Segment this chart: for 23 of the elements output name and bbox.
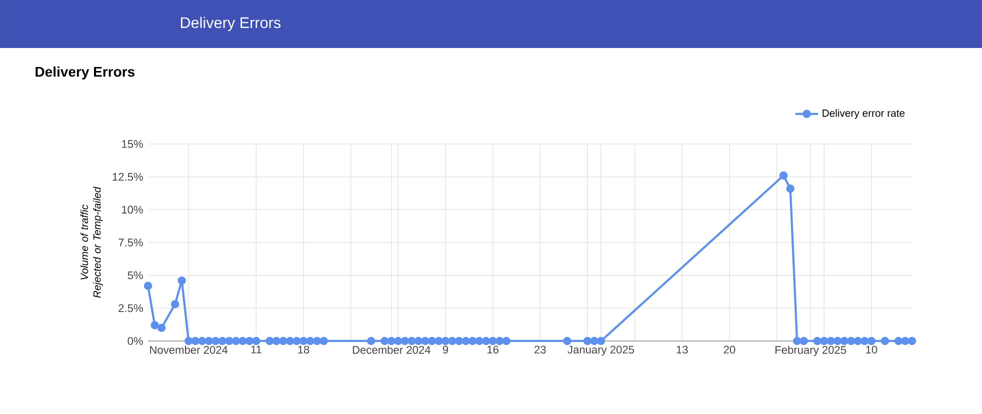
x-tick-label: 18 [298,346,310,354]
y-axis-title: Volume of traffic Rejected or Temp-failed [80,186,103,298]
x-tick-label: February 2025 [775,346,846,356]
x-tick-label: 9 [442,346,448,354]
y-tick-label: 10% [122,206,143,214]
x-tick-label: December 2024 [352,346,430,354]
x-tick-label: 13 [676,346,688,354]
x-tick-label: January 2025 [568,346,634,356]
x-tick-label: 16 [488,346,498,354]
chart-title: Delivery Errors [36,66,135,80]
y-tick-label: 7.5% [118,238,143,246]
y-tick-label: 0% [128,337,143,345]
y-tick-label: 5% [128,271,143,280]
y-tick-label: 2.5% [118,304,143,312]
x-tick-label: 10 [866,346,878,354]
x-tick-label: 11 [251,346,262,354]
x-tick-label: November 2024 [150,346,228,354]
y-tick-label: 15% [122,140,143,148]
x-tick-label: 23 [534,346,546,354]
legend-label: Delivery error rate [822,109,905,119]
x-tick-label: 20 [724,346,736,354]
y-tick-label: 12.5% [112,172,143,181]
text: Delivery Errors [180,16,281,32]
